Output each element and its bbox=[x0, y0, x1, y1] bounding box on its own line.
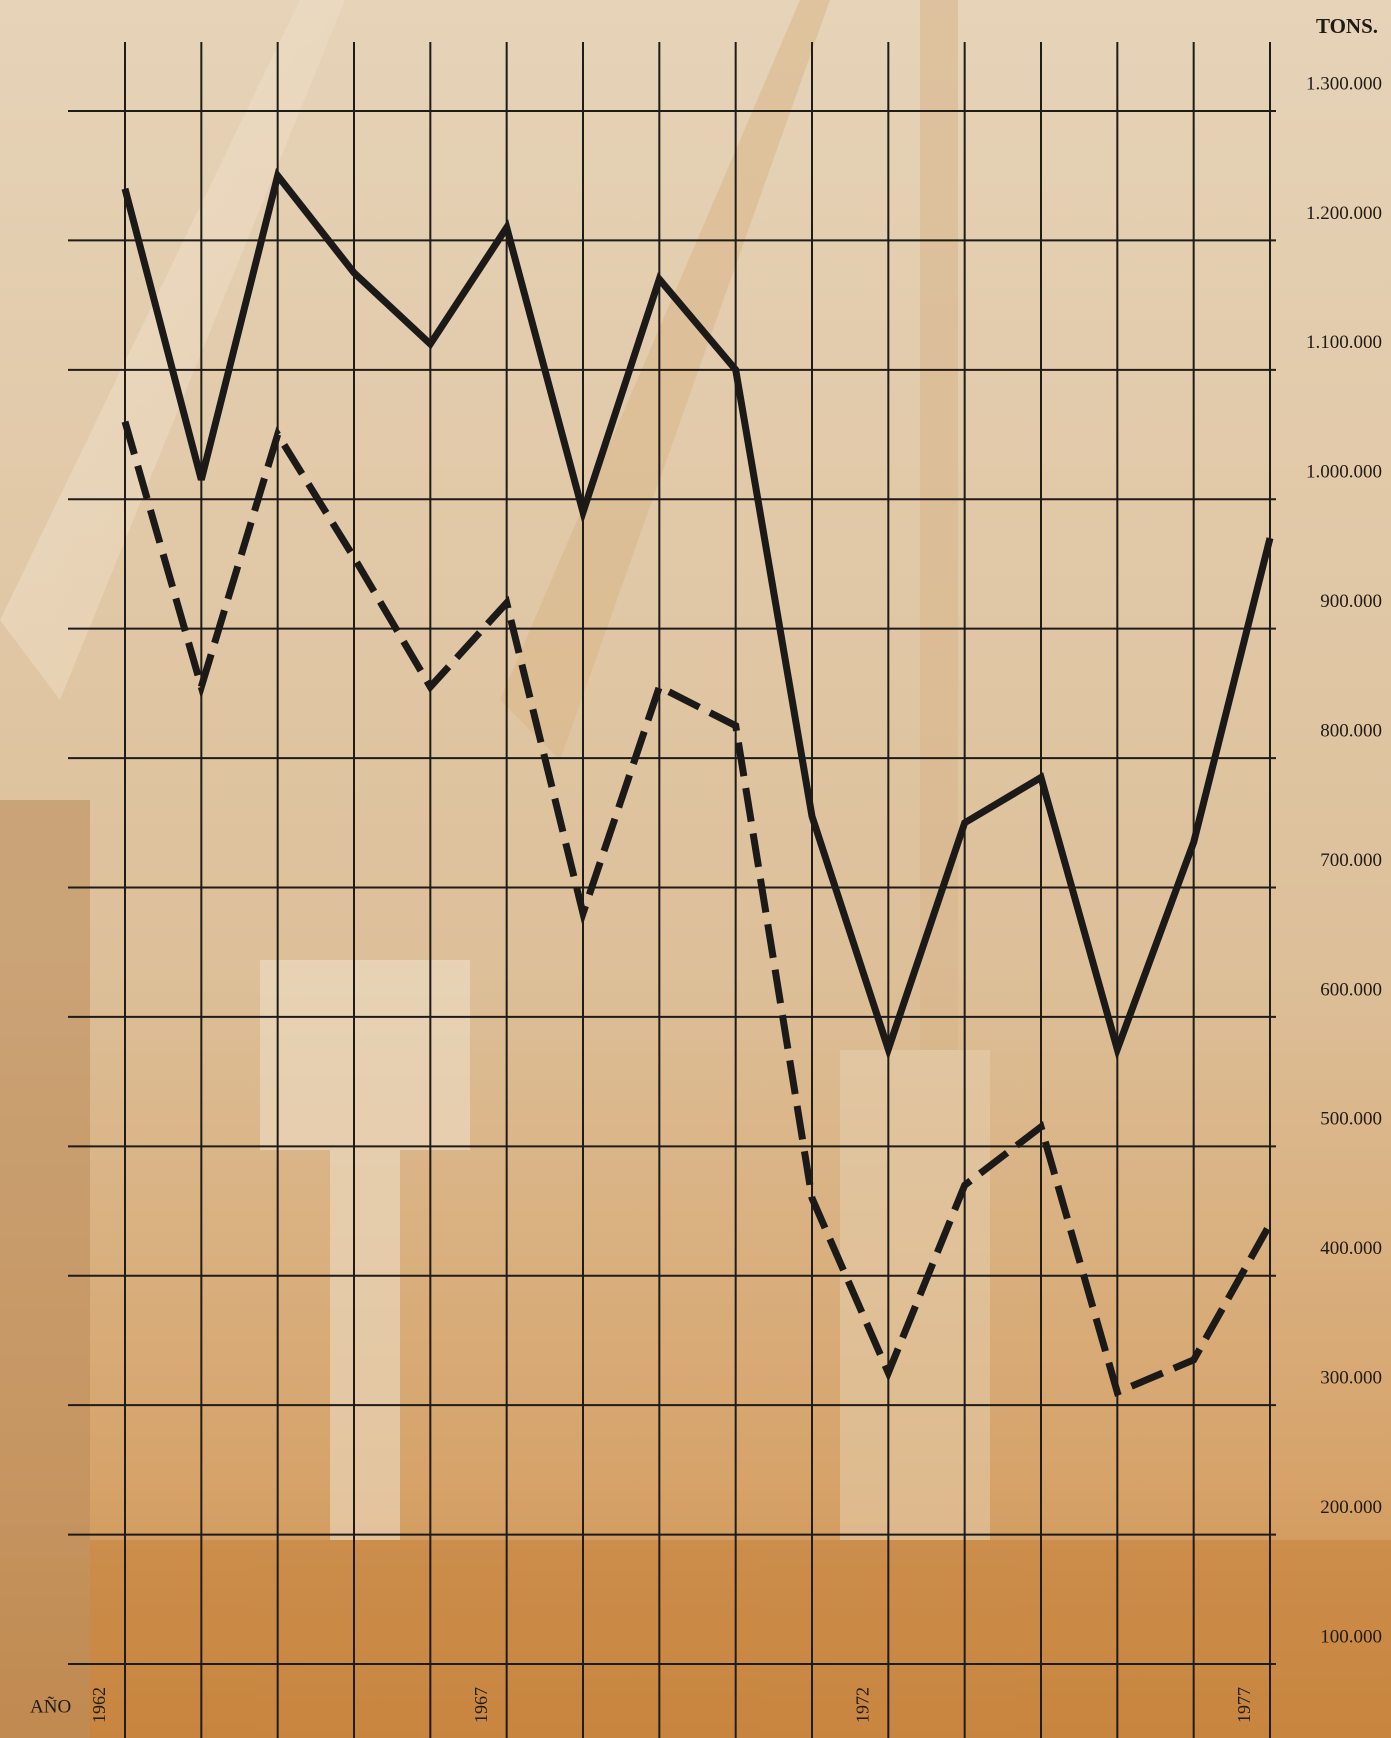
x-axis-label: AÑO bbox=[30, 1695, 71, 1717]
y-axis-label: TONS. bbox=[1316, 14, 1378, 38]
y-tick-label: 1.300.000 bbox=[1306, 73, 1382, 94]
x-tick-label: 1977 bbox=[1234, 1687, 1254, 1723]
series-line bbox=[121, 167, 1274, 1061]
series-line bbox=[121, 420, 1274, 1397]
y-tick-label: 1.000.000 bbox=[1306, 462, 1382, 483]
y-tick-label: 200.000 bbox=[1320, 1497, 1382, 1518]
x-tick-label: 1967 bbox=[471, 1687, 491, 1723]
y-tick-label: 100.000 bbox=[1320, 1626, 1382, 1647]
grid: 100.000 200.000 300.000 400.000 500.000 600.0… bbox=[68, 42, 1382, 1738]
y-tick-label: 1.200.000 bbox=[1306, 203, 1382, 224]
y-tick-label: 500.000 bbox=[1320, 1109, 1382, 1130]
y-tick-label: 400.000 bbox=[1320, 1238, 1382, 1259]
y-tick-label: 900.000 bbox=[1320, 591, 1382, 612]
x-tick-label: 1972 bbox=[852, 1687, 872, 1723]
y-tick-label: 1.100.000 bbox=[1306, 332, 1382, 353]
y-tick-label: 300.000 bbox=[1320, 1368, 1382, 1389]
y-tick-label: 600.000 bbox=[1320, 979, 1382, 1000]
x-tick-label: 1962 bbox=[89, 1687, 109, 1723]
y-tick-label: 800.000 bbox=[1320, 720, 1382, 741]
y-tick-label: 700.000 bbox=[1320, 850, 1382, 871]
plot-lines bbox=[121, 167, 1274, 1397]
